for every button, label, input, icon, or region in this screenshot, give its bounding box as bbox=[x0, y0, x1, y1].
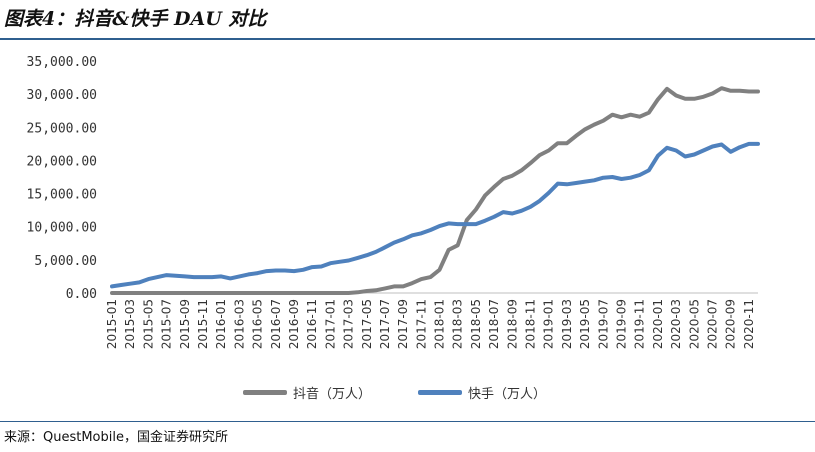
chart-title: 图表4：抖音&快手 DAU 对比 bbox=[4, 8, 267, 30]
legend-item-kuaishou: 快手（万人） bbox=[418, 383, 546, 402]
y-tick-label: 20,000.00 bbox=[27, 154, 97, 169]
legend-label-douyin: 抖音（万人） bbox=[293, 387, 372, 402]
x-tick-label: 2015-07 bbox=[160, 299, 174, 349]
x-tick-label: 2015-03 bbox=[123, 299, 137, 349]
x-tick-label: 2017-01 bbox=[323, 299, 337, 349]
x-tick-label: 2020-09 bbox=[724, 299, 738, 349]
x-tick-label: 2017-03 bbox=[342, 299, 356, 349]
x-tick-label: 2019-03 bbox=[560, 299, 574, 349]
x-tick-label: 2018-11 bbox=[524, 299, 538, 349]
source-note: 来源：QuestMobile，国金证券研究所 bbox=[4, 430, 228, 445]
x-tick-label: 2020-11 bbox=[742, 299, 756, 349]
y-tick-label: 0.00 bbox=[66, 287, 97, 302]
x-tick-label: 2019-09 bbox=[615, 299, 629, 349]
y-tick-label: 10,000.00 bbox=[27, 221, 97, 236]
legend-swatch-kuaishou bbox=[418, 390, 462, 395]
x-tick-label: 2018-07 bbox=[487, 299, 501, 349]
x-tick-label: 2020-07 bbox=[706, 299, 720, 349]
legend-swatch-douyin bbox=[243, 390, 287, 395]
x-tick-label: 2017-07 bbox=[378, 299, 392, 349]
x-tick-label: 2015-11 bbox=[196, 299, 210, 349]
chart-legend: 抖音（万人） 快手（万人） bbox=[0, 383, 815, 403]
x-tick-label: 2018-05 bbox=[469, 299, 483, 349]
y-tick-label: 5,000.00 bbox=[34, 254, 97, 269]
x-tick-label: 2018-01 bbox=[433, 299, 447, 349]
x-tick-label: 2017-09 bbox=[396, 299, 410, 349]
x-tick-label: 2015-01 bbox=[105, 299, 119, 349]
series-line-kuaishou bbox=[110, 141, 760, 289]
x-tick-label: 2016-11 bbox=[305, 299, 319, 349]
x-tick-label: 2019-05 bbox=[578, 299, 592, 349]
x-tick-label: 2017-05 bbox=[360, 299, 374, 349]
y-tick-label: 30,000.00 bbox=[27, 88, 97, 103]
x-tick-label: 2018-03 bbox=[451, 299, 465, 349]
x-tick-label: 2018-09 bbox=[505, 299, 519, 349]
x-tick-label: 2016-09 bbox=[287, 299, 301, 349]
x-tick-label: 2020-03 bbox=[669, 299, 683, 349]
x-tick-label: 2015-09 bbox=[178, 299, 192, 349]
x-tick-label: 2019-07 bbox=[596, 299, 610, 349]
bottom-rule bbox=[0, 421, 815, 422]
x-tick-label: 2016-07 bbox=[269, 299, 283, 349]
x-tick-label: 2019-11 bbox=[633, 299, 647, 349]
x-tick-label: 2020-05 bbox=[687, 299, 701, 349]
top-rule bbox=[0, 38, 815, 40]
x-tick-label: 2017-11 bbox=[414, 299, 428, 349]
legend-item-douyin: 抖音（万人） bbox=[243, 383, 371, 402]
x-tick-label: 2020-01 bbox=[651, 299, 665, 349]
x-tick-label: 2019-01 bbox=[542, 299, 556, 349]
x-tick-label: 2016-05 bbox=[251, 299, 265, 349]
y-tick-label: 35,000.00 bbox=[27, 55, 97, 70]
x-tick-label: 2016-01 bbox=[214, 299, 228, 349]
series-line-douyin bbox=[110, 86, 760, 295]
y-tick-label: 15,000.00 bbox=[27, 188, 97, 203]
dau-line-chart: 35,000.00 30,000.00 25,000.00 20,000.00 15,0… bbox=[27, 55, 760, 349]
x-tick-label: 2015-05 bbox=[141, 299, 155, 349]
legend-label-kuaishou: 快手（万人） bbox=[468, 387, 547, 402]
x-tick-label: 2016-03 bbox=[232, 299, 246, 349]
y-tick-label: 25,000.00 bbox=[27, 121, 97, 136]
